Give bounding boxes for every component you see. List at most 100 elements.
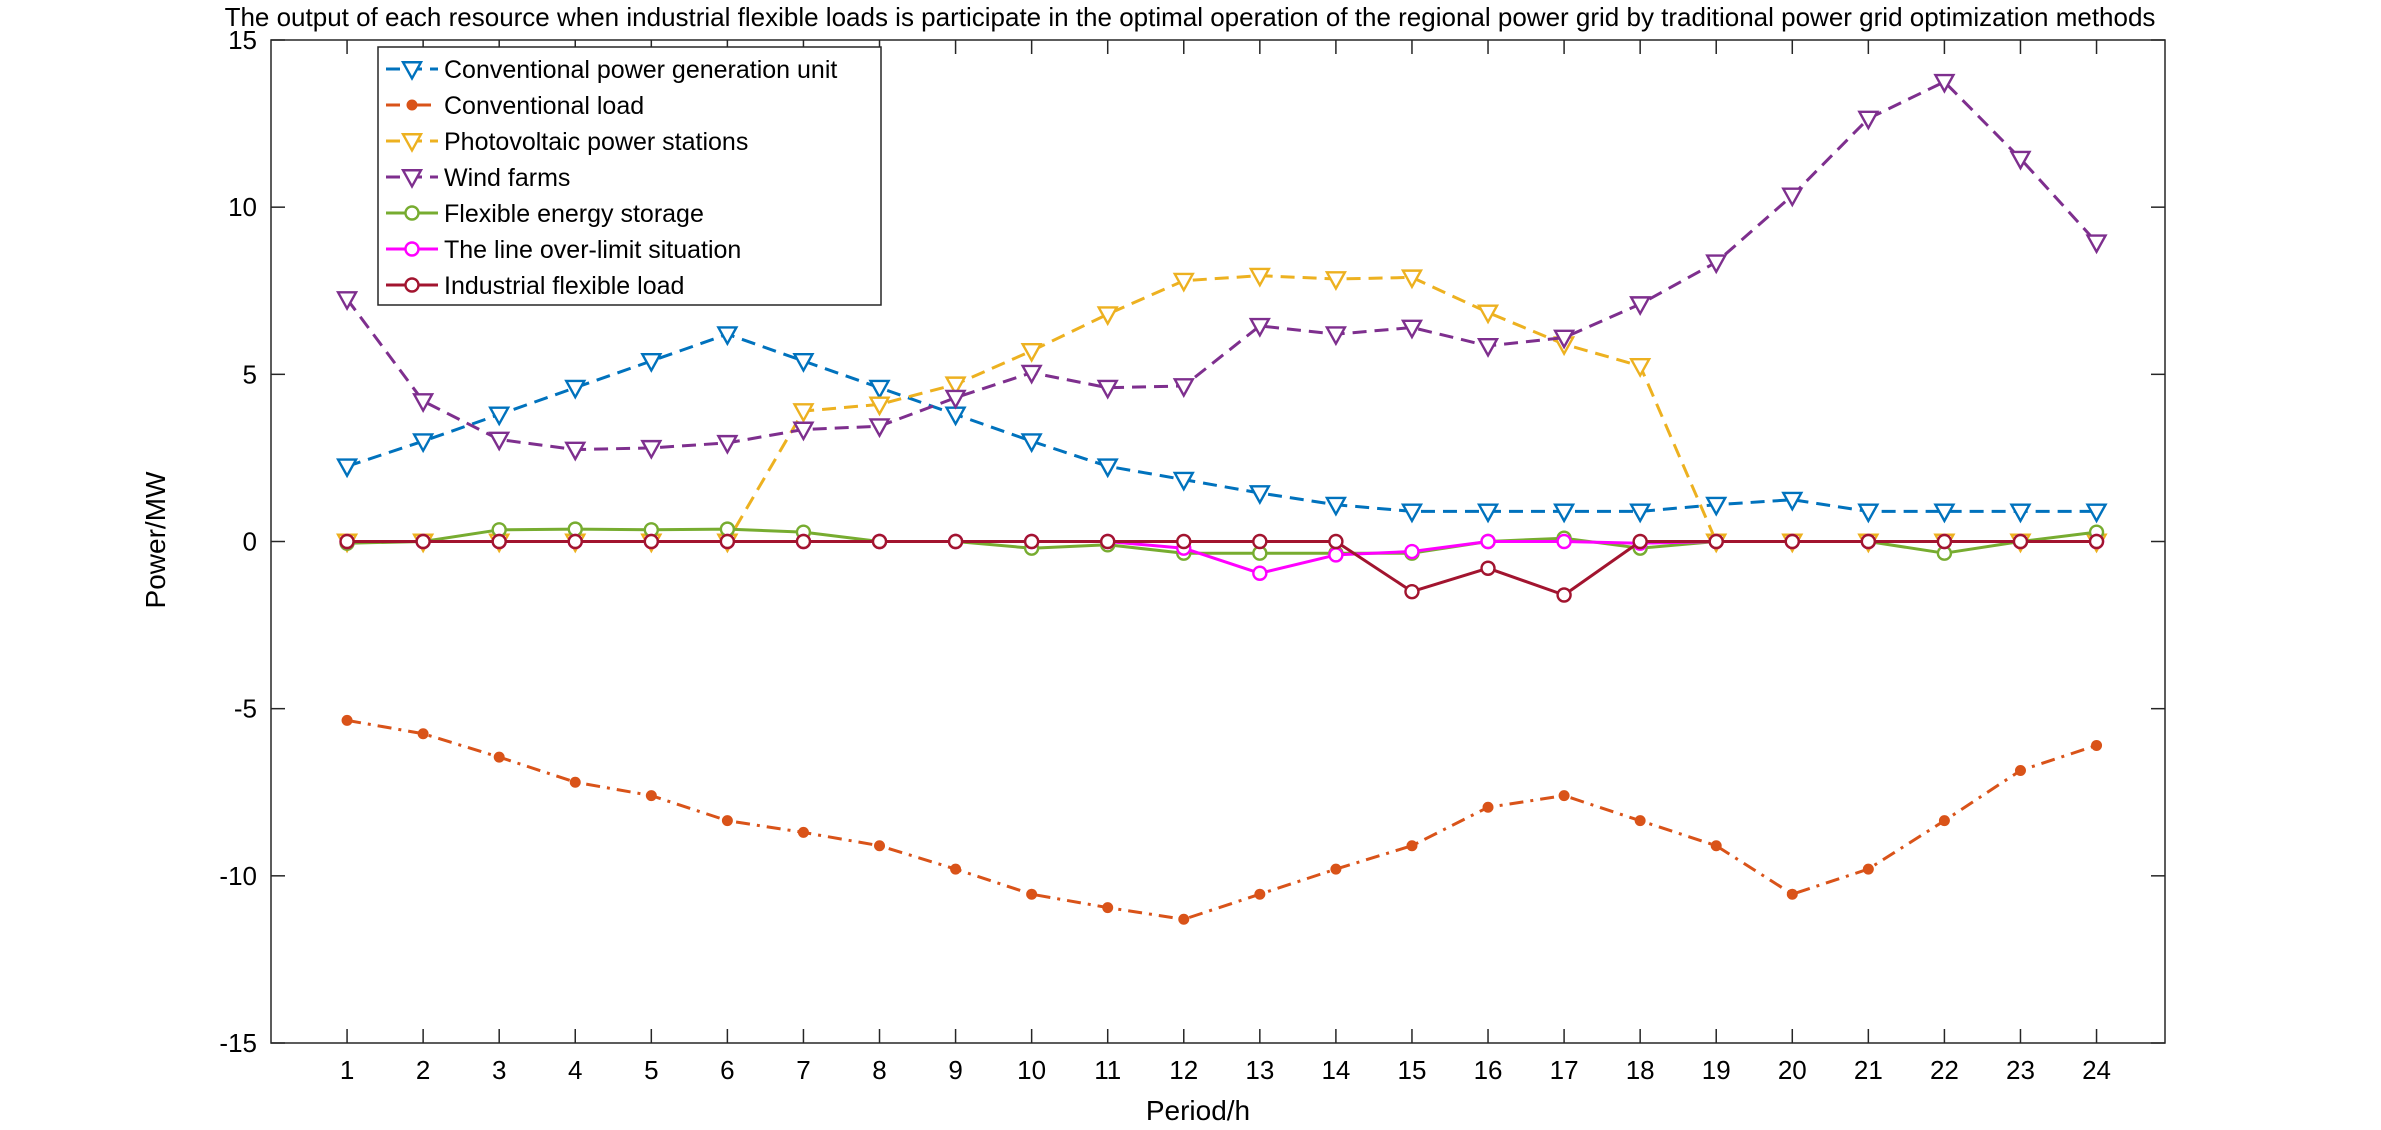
data-point bbox=[1328, 533, 1344, 550]
data-point bbox=[1786, 888, 1798, 900]
x-tick-label: 13 bbox=[1245, 1055, 1274, 1085]
legend-label: Wind farms bbox=[444, 164, 570, 192]
data-point bbox=[1248, 267, 1271, 288]
data-point bbox=[2012, 533, 2029, 550]
data-point bbox=[947, 533, 964, 550]
legend-entry: Conventional power generation unit bbox=[386, 56, 837, 84]
data-point bbox=[1178, 913, 1190, 925]
legend-box bbox=[377, 46, 882, 306]
data-point bbox=[2088, 533, 2105, 550]
legend-label: Flexible energy storage bbox=[444, 200, 704, 228]
data-point bbox=[868, 379, 891, 400]
series-line bbox=[346, 332, 2097, 513]
data-point bbox=[1634, 815, 1646, 827]
data-point bbox=[1862, 863, 1874, 875]
data-point bbox=[1705, 496, 1728, 517]
y-tick-label: -10 bbox=[219, 861, 257, 891]
data-point bbox=[1020, 433, 1043, 454]
y-axis: -15 -10 -5 0 5 10 15 bbox=[219, 25, 2165, 1058]
data-point bbox=[1252, 565, 1268, 581]
data-point bbox=[1328, 547, 1344, 563]
x-tick-label: 7 bbox=[796, 1055, 810, 1085]
data-point bbox=[341, 714, 353, 726]
legend-marker bbox=[400, 169, 424, 189]
legend-marker bbox=[400, 133, 424, 153]
data-point bbox=[950, 863, 962, 875]
x-tick-label: 3 bbox=[492, 1055, 506, 1085]
data-point bbox=[1404, 543, 1420, 560]
data-point bbox=[640, 353, 663, 373]
data-point bbox=[1096, 379, 1119, 400]
data-point bbox=[336, 458, 359, 479]
data-point bbox=[1629, 358, 1652, 378]
data-point bbox=[417, 728, 429, 740]
data-point bbox=[1404, 583, 1420, 600]
data-point bbox=[1100, 533, 1116, 550]
data-point bbox=[1400, 503, 1424, 524]
data-point bbox=[1553, 503, 1576, 524]
legend-entry: Industrial flexible load bbox=[386, 272, 684, 300]
data-point bbox=[415, 533, 431, 550]
data-point bbox=[1324, 496, 1347, 517]
data-point bbox=[2009, 150, 2032, 171]
data-point bbox=[1026, 888, 1038, 900]
x-tick-label: 14 bbox=[1321, 1055, 1350, 1085]
x-tick-label: 12 bbox=[1169, 1055, 1198, 1085]
data-point bbox=[493, 751, 505, 763]
data-point bbox=[1400, 319, 1424, 340]
legend-marker bbox=[404, 241, 420, 257]
data-point bbox=[1781, 187, 1804, 208]
data-point bbox=[1476, 503, 1500, 524]
x-tick-label: 8 bbox=[872, 1055, 886, 1085]
data-point bbox=[1023, 533, 1040, 550]
data-point bbox=[1254, 888, 1266, 900]
x-tick-label: 9 bbox=[948, 1055, 962, 1085]
data-point bbox=[716, 434, 739, 455]
data-point bbox=[643, 533, 660, 550]
x-tick-label: 10 bbox=[1017, 1055, 1046, 1085]
legend-label: Conventional power generation unit bbox=[444, 56, 837, 84]
legend-marker bbox=[404, 277, 420, 293]
data-point bbox=[792, 421, 815, 442]
data-point bbox=[1248, 317, 1271, 338]
x-tick-label: 20 bbox=[1778, 1055, 1807, 1085]
x-tick-label: 17 bbox=[1550, 1055, 1579, 1085]
y-tick-label: 5 bbox=[243, 359, 257, 389]
y-tick-label: 15 bbox=[228, 25, 257, 55]
data-point bbox=[1252, 533, 1268, 550]
data-point bbox=[1330, 863, 1342, 875]
series-line bbox=[346, 718, 2097, 921]
x-tick-label: 22 bbox=[1930, 1055, 1959, 1085]
x-tick-label: 6 bbox=[720, 1055, 734, 1085]
y-tick-label: -5 bbox=[234, 694, 257, 724]
data-point bbox=[491, 533, 507, 550]
data-point bbox=[1629, 296, 1652, 317]
data-point bbox=[1020, 342, 1043, 363]
series-1 bbox=[341, 714, 2103, 925]
data-point bbox=[944, 389, 967, 410]
data-point bbox=[871, 533, 888, 550]
data-point bbox=[339, 533, 355, 550]
data-point bbox=[1480, 533, 1496, 550]
y-tick-label: 10 bbox=[228, 192, 257, 222]
legend-marker bbox=[404, 205, 420, 221]
x-tick-label: 18 bbox=[1626, 1055, 1655, 1085]
x-tick-label: 24 bbox=[2082, 1055, 2111, 1085]
legend-entry: Wind farms bbox=[386, 164, 570, 192]
x-tick-label: 11 bbox=[1094, 1055, 1121, 1085]
legend-entry: Flexible energy storage bbox=[386, 200, 704, 228]
data-point bbox=[868, 418, 891, 439]
data-point bbox=[1933, 503, 1956, 524]
data-point bbox=[792, 353, 815, 373]
data-point bbox=[645, 790, 657, 802]
data-point bbox=[412, 433, 435, 454]
data-point bbox=[1708, 533, 1724, 550]
x-tick-label: 4 bbox=[568, 1055, 582, 1085]
series-6 bbox=[339, 533, 2105, 603]
data-point bbox=[1556, 533, 1572, 550]
y-tick-label: -15 bbox=[219, 1028, 257, 1058]
data-point bbox=[1710, 840, 1722, 852]
data-point bbox=[1480, 560, 1496, 576]
series-layer bbox=[336, 73, 2108, 925]
data-point bbox=[1324, 326, 1347, 347]
